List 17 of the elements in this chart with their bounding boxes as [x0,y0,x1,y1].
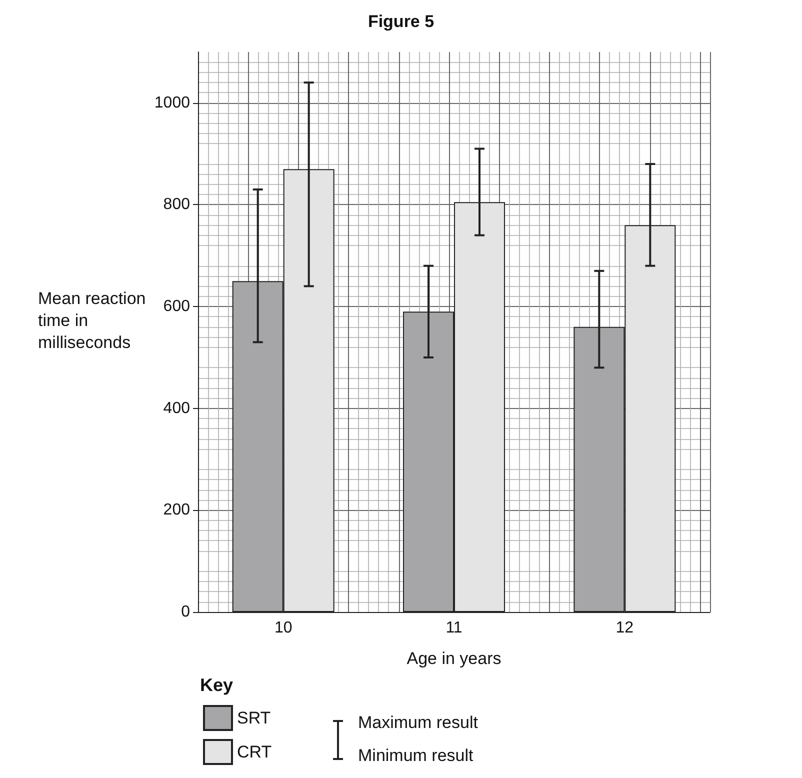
x-tick-label: 12 [616,620,634,636]
y-axis-title: Mean reaction time in milliseconds [38,288,146,354]
y-tick-label: 0 [181,604,190,620]
x-axis-title: Age in years [406,649,502,668]
x-tick-label: 11 [446,620,462,636]
chart-title: Figure 5 [368,12,434,31]
y-tick-label: 800 [163,196,190,214]
legend-label: SRT [237,708,271,728]
text: Minimum result [358,746,474,766]
legend-title: Key [200,675,234,696]
y-tick-label: 200 [163,502,190,519]
y-tick-label: 400 [163,400,190,417]
y-tick-label: 600 [163,298,190,316]
legend-label: CRT [237,742,272,762]
text: Maximum result [358,713,478,733]
x-tick-label: 10 [274,620,292,636]
y-tick-label: 1000 [154,94,190,112]
